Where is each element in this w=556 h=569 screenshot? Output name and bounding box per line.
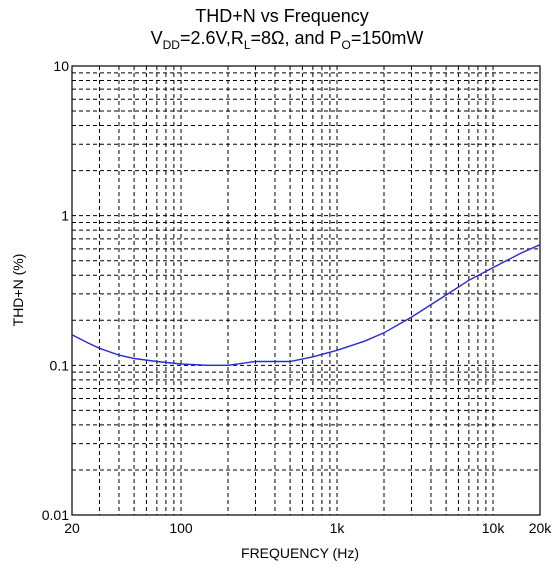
x-axis-label: FREQUENCY (Hz) [241, 545, 359, 561]
y-tick-label: 10 [53, 58, 69, 74]
x-tick-label: 10k [482, 520, 506, 536]
plot-frame [71, 65, 541, 516]
thdn-curve [71, 244, 541, 366]
y-axis-label: THD+N (%) [10, 254, 26, 327]
x-tick-label: 20k [529, 520, 553, 536]
y-tick-label: 0.01 [42, 507, 69, 523]
x-tick-label: 1k [330, 520, 346, 536]
x-tick-label: 100 [169, 520, 193, 536]
x-tick-label: 20 [64, 520, 80, 536]
chart-title: THD+N vs Frequency [195, 6, 369, 26]
chart-subtitle: VDD=2.6V,RL=8Ω, and PO=150mW [151, 28, 424, 52]
y-tick-label: 0.1 [50, 357, 70, 373]
tick-labels: 20 100 1k 10k 20k 0.01 0.1 1 10 [42, 58, 553, 536]
grid [72, 66, 540, 515]
y-tick-label: 1 [61, 208, 69, 224]
